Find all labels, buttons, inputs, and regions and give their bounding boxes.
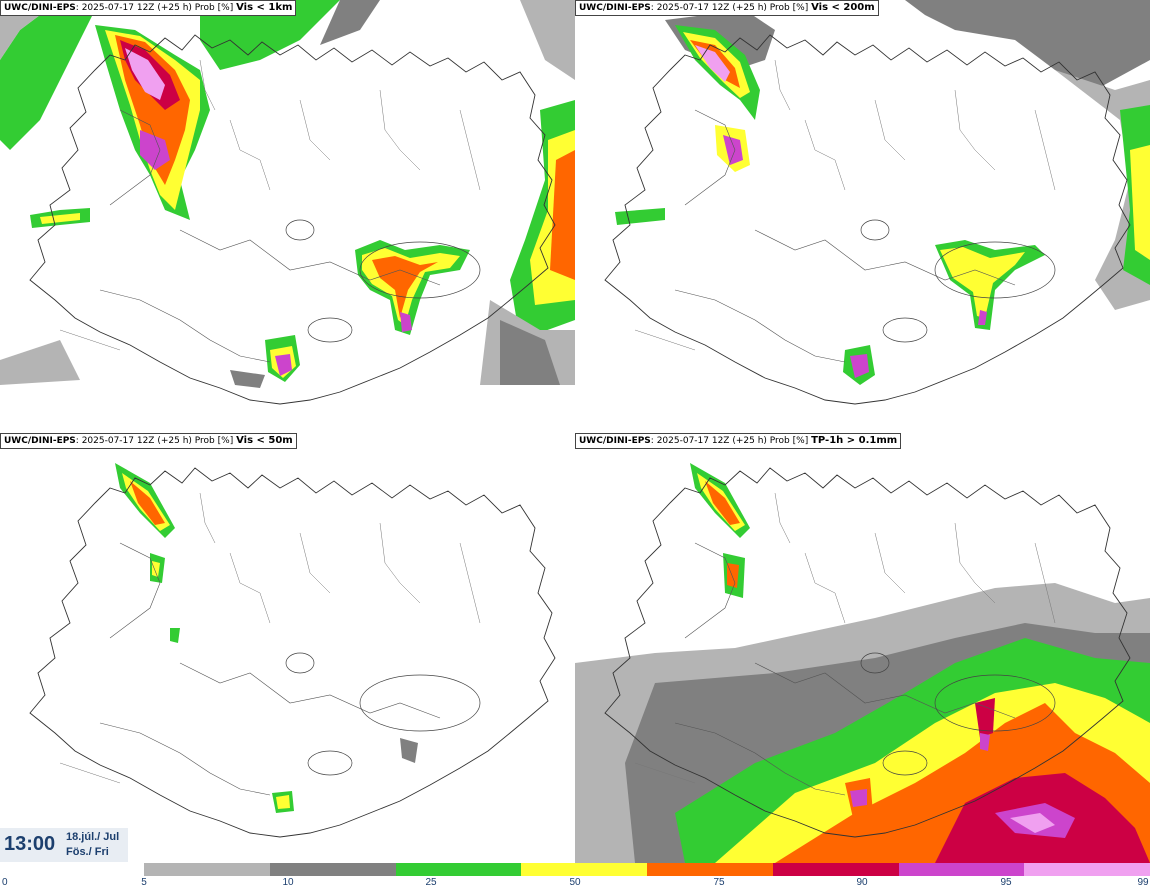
model-name: UWC/DINI-EPS — [579, 436, 651, 446]
panel-title: UWC/DINI-EPS: 2025-07-17 12Z (+25 h) Pro… — [575, 0, 879, 16]
legend-tick: 95 — [1000, 877, 1012, 888]
legend-swatch — [1024, 863, 1150, 876]
panel-title: UWC/DINI-EPS: 2025-07-17 12Z (+25 h) Pro… — [0, 0, 297, 16]
legend-tick: 50 — [569, 877, 581, 888]
legend-tick: 75 — [713, 877, 725, 888]
legend-swatch — [647, 863, 773, 876]
legend-tick: 25 — [425, 877, 437, 888]
panel-title: UWC/DINI-EPS: 2025-07-17 12Z (+25 h) Pro… — [575, 433, 902, 449]
threshold-label: Vis < 1km — [236, 2, 293, 13]
legend-tick: 99 — [1137, 877, 1149, 888]
run-info: : 2025-07-17 12Z (+25 h) Prob [%] — [75, 436, 234, 446]
run-info: : 2025-07-17 12Z (+25 h) Prob [%] — [75, 3, 234, 13]
legend-swatch — [898, 863, 1025, 876]
valid-time: 13:00 — [4, 833, 56, 855]
probability-map — [0, 0, 575, 405]
probability-map — [575, 463, 1150, 863]
valid-date: 18.júl./ Jul — [66, 831, 120, 843]
legend-tick: 0 — [2, 877, 8, 888]
threshold-label: Vis < 200m — [811, 2, 875, 13]
map-panel-vis-50m: UWC/DINI-EPS: 2025-07-17 12Z (+25 h) Pro… — [0, 433, 575, 863]
legend-swatch — [144, 863, 270, 876]
color-legend — [144, 863, 1150, 876]
legend-swatch — [521, 863, 647, 876]
run-info: : 2025-07-17 12Z (+25 h) Prob [%] — [650, 436, 809, 446]
map-panel-precip: UWC/DINI-EPS: 2025-07-17 12Z (+25 h) Pro… — [575, 433, 1150, 863]
threshold-label: TP-1h > 0.1mm — [811, 435, 898, 446]
model-name: UWC/DINI-EPS — [4, 3, 76, 13]
map-panel-vis-1km: UWC/DINI-EPS: 2025-07-17 12Z (+25 h) Pro… — [0, 0, 575, 430]
legend-tick: 90 — [856, 877, 868, 888]
map-panel-vis-200m: UWC/DINI-EPS: 2025-07-17 12Z (+25 h) Pro… — [575, 0, 1150, 430]
valid-time-box: 13:00 18.júl./ Jul Fös./ Fri — [0, 828, 128, 862]
legend-tick: 5 — [141, 877, 147, 888]
model-name: UWC/DINI-EPS — [579, 3, 651, 13]
legend-swatch — [772, 863, 899, 876]
panel-title: UWC/DINI-EPS: 2025-07-17 12Z (+25 h) Pro… — [0, 433, 297, 449]
legend-swatch — [269, 863, 396, 876]
probability-map — [29, 463, 556, 838]
threshold-label: Vis < 50m — [236, 435, 293, 446]
probability-map — [604, 0, 1150, 405]
run-info: : 2025-07-17 12Z (+25 h) Prob [%] — [650, 3, 809, 13]
valid-weekday: Fös./ Fri — [66, 846, 109, 858]
legend-tick: 10 — [282, 877, 294, 888]
model-name: UWC/DINI-EPS — [4, 436, 76, 446]
legend-swatch — [395, 863, 522, 876]
